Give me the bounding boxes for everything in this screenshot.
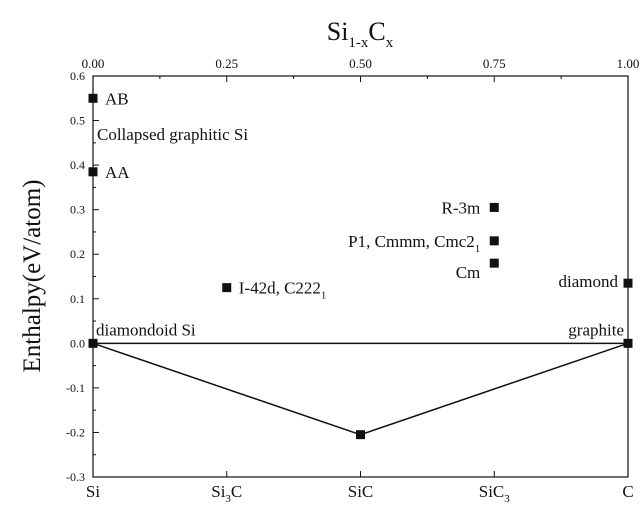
point-annotation-text: AA [105,163,130,182]
y-tick-label: 0.5 [70,114,85,128]
point-annotation-sub: 1 [321,290,327,302]
bottom-tick-label-base: C [622,482,633,501]
top-axis-label: Si1-xCx [327,17,394,51]
point-annotation: AA [105,163,130,182]
bottom-tick-label: C [622,482,633,501]
top-axis-label-sub1: 1-x [348,35,368,51]
top-tick-label: 0.25 [215,56,238,71]
bottom-tick-label-base: SiC [479,482,505,501]
point-annotation-text: Collapsed graphitic Si [97,125,248,144]
y-tick-label: 0.2 [70,247,85,261]
bottom-tick-label-base: Si [211,482,225,501]
lines-layer [92,342,629,436]
y-tick-label: 0.0 [70,336,85,350]
top-tick-label: 0.75 [483,56,506,71]
data-point [356,430,365,440]
y-tick-label: -0.2 [66,425,85,439]
point-annotation-text: diamondoid Si [96,320,196,339]
point-annotation: Collapsed graphitic Si [97,125,248,144]
points-layer [88,93,633,440]
point-annotation: R-3m [442,198,481,217]
data-point [623,338,633,348]
y-tick-label: 0.6 [70,69,85,83]
bottom-tick-label: Si [86,482,100,501]
point-annotation-text: I-42d, C222 [239,279,321,298]
bottom-tick-label-sub: 3 [504,493,510,505]
data-point [88,93,98,103]
top-axis-label-base: Si [327,17,349,46]
point-annotation-text: graphite [568,320,624,339]
bottom-tick-label-sub: 3 [225,493,231,505]
point-annotation-sub: 1 [475,243,481,255]
bottom-tick-label: SiC3 [479,482,511,505]
data-point [623,278,633,288]
data-point [489,236,499,246]
point-annotation: diamond [559,272,619,291]
top-axis-label-mid: C [368,17,385,46]
y-tick-label: -0.3 [66,470,85,484]
top-tick-label: 0.00 [82,56,105,71]
y-tick-label: 0.4 [70,158,85,172]
bottom-tick-label: Si3C [211,482,242,505]
point-annotation: diamondoid Si [96,320,196,339]
point-annotation: P1, Cmmm, Cmc21 [348,232,480,255]
point-annotation: graphite [568,320,624,339]
bottom-tick-label: SiC [348,482,374,501]
bottom-tick-label-tail: C [231,482,242,501]
top-tick-label: 0.50 [349,56,372,71]
point-annotation: Cm [456,263,481,282]
y-tick-label: 0.3 [70,203,85,217]
y-tick-label: -0.1 [66,381,85,395]
point-annotation-text: diamond [559,272,619,291]
bottom-tick-label-base: SiC [348,482,374,501]
data-point [489,202,499,212]
y-axis-label: Enthalpy(eV/atom) [19,180,46,373]
point-annotation: I-42d, C2221 [239,279,327,302]
data-point [222,283,232,293]
convex-hull-line [92,342,629,436]
point-annotation: AB [105,89,129,108]
point-annotation-text: P1, Cmmm, Cmc2 [348,232,475,251]
bottom-tick-label-base: Si [86,482,100,501]
data-point [88,338,98,348]
point-annotation-text: R-3m [442,198,481,217]
top-tick-label: 1.00 [617,56,640,71]
ticks-layer: -0.3 -0.2 -0.1 0.0 0.1 0.2 0.3 0.4 0.5 0.60.00 0.2… [66,56,639,505]
labels-layer: AB Collapsed graphitic Si AA diamondoid Si I… [96,89,624,339]
point-annotation-text: Cm [456,263,481,282]
data-point [489,258,499,268]
point-annotation-text: AB [105,89,129,108]
top-axis-label-sub2: x [386,35,394,51]
data-point [88,167,98,177]
y-tick-label: 0.1 [70,292,85,306]
